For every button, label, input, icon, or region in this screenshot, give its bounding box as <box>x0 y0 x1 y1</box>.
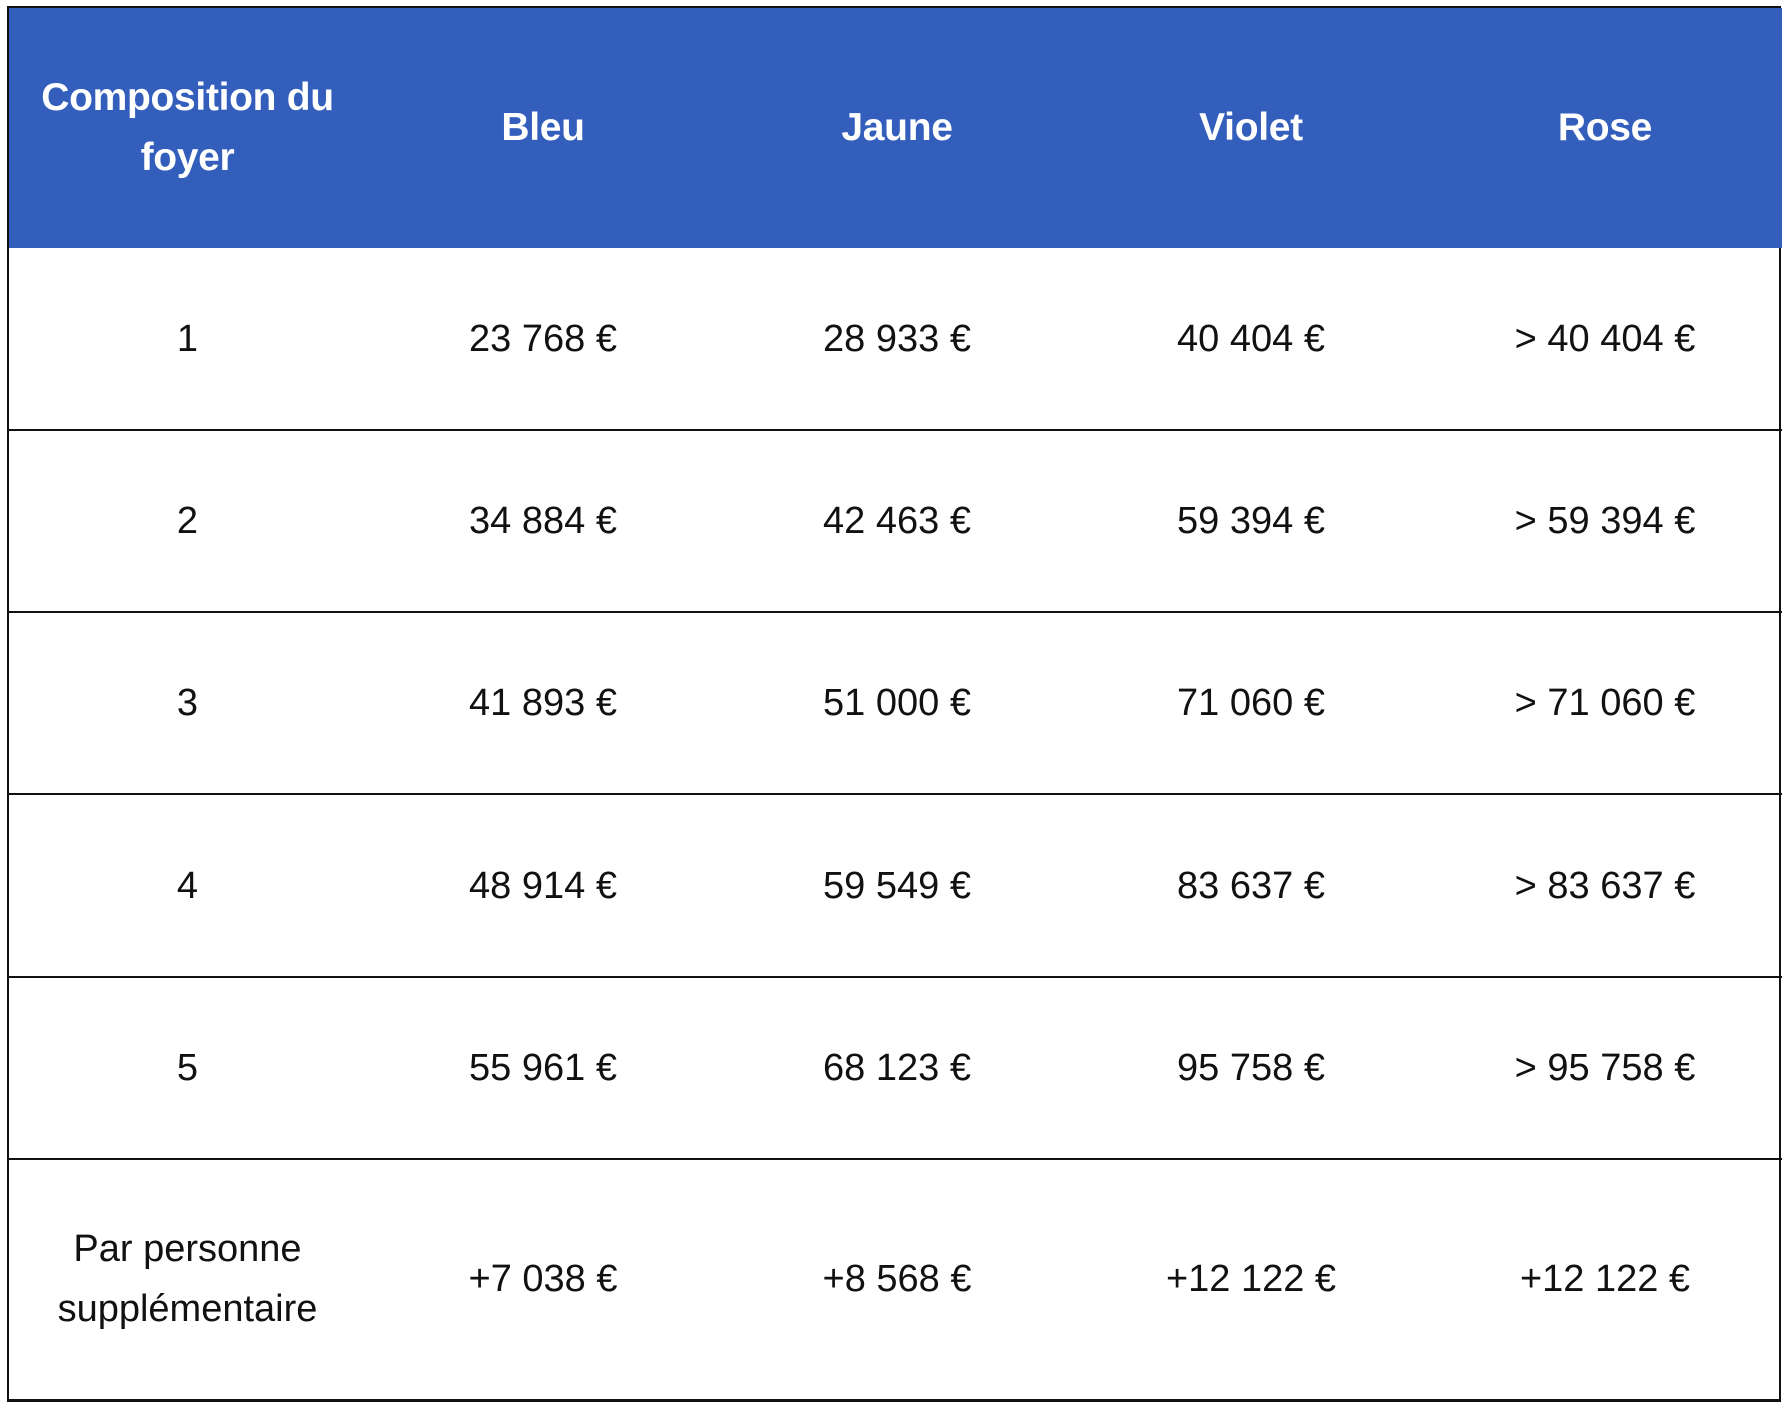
jaune-value-cell: 68 123 € <box>720 975 1074 1159</box>
jaune-value-cell: 42 463 € <box>720 429 1074 613</box>
table-header: Composition du foyer Bleu Jaune Violet R… <box>9 8 1782 248</box>
table-row: 4 48 914 € 59 549 € 83 637 € > 83 637 € <box>9 793 1782 977</box>
header-row: Composition du foyer Bleu Jaune Violet R… <box>9 8 1782 248</box>
rose-value-cell: > 40 404 € <box>1514 317 1696 360</box>
rose-value-cell: > 95 758 € <box>1428 975 1782 1159</box>
additional-person-label-cell: Par personne supplémentaire <box>9 1157 366 1399</box>
violet-value-cell: 40 404 € <box>1177 317 1325 360</box>
jaune-value-cell: 28 933 € <box>823 317 971 360</box>
jaune-value-cell: 51 000 € <box>720 611 1074 795</box>
violet-value-cell: 83 637 € <box>1074 793 1428 977</box>
income-ceiling-table: Composition du foyer Bleu Jaune Violet R… <box>9 8 1782 1399</box>
violet-value-cell: 71 060 € <box>1074 611 1428 795</box>
table-row-additional-person: Par personne supplémentaire +7 038 € +8 … <box>9 1157 1782 1399</box>
household-size-cell: 4 <box>9 793 366 977</box>
bleu-value-cell: +7 038 € <box>366 1157 720 1399</box>
table-body: 1 23 768 € 28 933 € 40 404 € > 40 404 € … <box>9 248 1782 1399</box>
header-rose: Rose <box>1428 8 1782 248</box>
rose-value-cell: > 71 060 € <box>1428 611 1782 795</box>
bleu-value-cell: 41 893 € <box>366 611 720 795</box>
household-size-cell: 1 <box>176 317 199 360</box>
table-row: 3 41 893 € 51 000 € 71 060 € > 71 060 € <box>9 611 1782 795</box>
rose-value-cell: > 59 394 € <box>1428 429 1782 613</box>
rose-value-cell: > 83 637 € <box>1428 793 1782 977</box>
bleu-value-cell: 55 961 € <box>366 975 720 1159</box>
header-jaune: Jaune <box>720 8 1074 248</box>
household-size-cell: 2 <box>9 429 366 613</box>
rose-value-cell: +12 122 € <box>1428 1157 1782 1399</box>
header-violet: Violet <box>1074 8 1428 248</box>
jaune-value-cell: +8 568 € <box>720 1157 1074 1399</box>
violet-value-cell: 95 758 € <box>1074 975 1428 1159</box>
bleu-value-cell: 34 884 € <box>366 429 720 613</box>
violet-value-cell: 59 394 € <box>1074 429 1428 613</box>
bleu-value-cell: 48 914 € <box>366 793 720 977</box>
jaune-value-cell: 59 549 € <box>720 793 1074 977</box>
table-row: 2 34 884 € 42 463 € 59 394 € > 59 394 € <box>9 429 1782 613</box>
violet-value-cell: +12 122 € <box>1074 1157 1428 1399</box>
income-table-frame: Composition du foyer Bleu Jaune Violet R… <box>7 6 1782 1402</box>
table-row: 1 23 768 € 28 933 € 40 404 € > 40 404 € <box>9 248 1782 430</box>
household-size-cell: 3 <box>9 611 366 795</box>
bleu-value-cell: 23 768 € <box>469 317 617 360</box>
household-size-cell: 5 <box>9 975 366 1159</box>
header-bleu: Bleu <box>366 8 720 248</box>
table-row: 5 55 961 € 68 123 € 95 758 € > 95 758 € <box>9 975 1782 1159</box>
header-household-composition: Composition du foyer <box>9 8 366 248</box>
